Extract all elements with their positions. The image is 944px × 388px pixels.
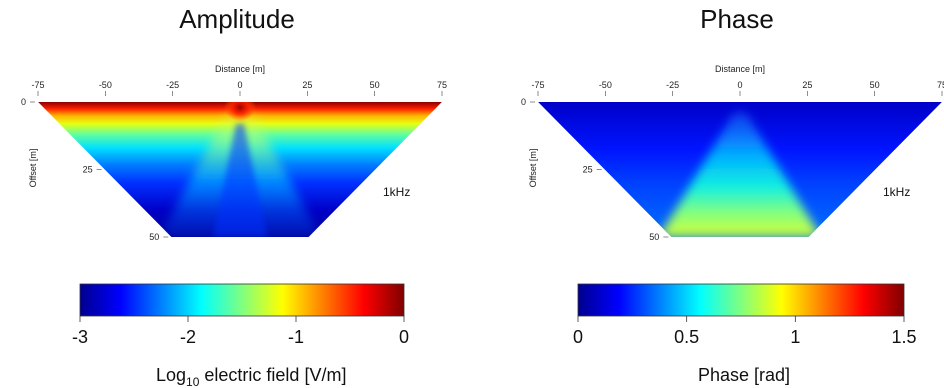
x-tick-label: 75 (937, 80, 944, 90)
phase-frequency-annotation: 1kHz (883, 185, 910, 199)
x-tick-label: 0 (237, 80, 242, 90)
colorbar-gradient (79, 283, 405, 317)
amplitude-colorbar-label: Log10 electric field [V/m] (156, 365, 346, 388)
y-tick-label: 50 (649, 232, 659, 242)
phase-colorbar-label: Phase [rad] (698, 365, 790, 385)
colorbar-tick-label: -1 (288, 327, 304, 347)
x-tick-label: -50 (99, 80, 112, 90)
amplitude-panel: Amplitude Distance [m] Offset [m] -75 -50… (21, 4, 447, 388)
colorbar-tick-label: -2 (180, 327, 196, 347)
y-tick-label: 0 (521, 97, 526, 107)
x-tick-label: 25 (802, 80, 812, 90)
amplitude-ylabel: Offset [m] (28, 149, 38, 188)
phase-heatmap (538, 102, 942, 237)
x-tick-label: 50 (370, 80, 380, 90)
x-tick-label: -50 (599, 80, 612, 90)
y-tick-label: 25 (83, 165, 93, 175)
colorbar-tick-label: 0 (573, 327, 583, 347)
phase-panel: Phase Distance [m] Offset [m] -75 -50 -25 0… (521, 4, 944, 385)
phase-xlabel: Distance [m] (715, 64, 765, 74)
x-tick-label: -25 (666, 80, 679, 90)
amplitude-title: Amplitude (179, 4, 295, 34)
colorbar-tick-label: -3 (72, 327, 88, 347)
x-tick-label: 0 (737, 80, 742, 90)
amplitude-shadow-left (213, 123, 267, 237)
phase-source-cone (659, 112, 821, 237)
phase-title: Phase (700, 4, 774, 34)
x-tick-label: -75 (531, 80, 544, 90)
colorbar-tick-label: 1.5 (891, 327, 916, 347)
x-tick-label: -25 (166, 80, 179, 90)
x-tick-label: -75 (31, 80, 44, 90)
colorbar-gradient (577, 283, 905, 317)
phase-axes: -75 -50 -25 0 25 50 75 0 25 50 (521, 80, 944, 242)
x-tick-label: 50 (870, 80, 880, 90)
amplitude-axes: -75 -50 -25 0 25 50 75 0 25 50 (21, 80, 447, 242)
x-tick-label: 75 (437, 80, 447, 90)
amplitude-source-hotspot (224, 102, 256, 122)
amplitude-heatmap (38, 102, 442, 237)
phase-colorbar: 0 0.5 1 1.5 (573, 283, 917, 347)
y-tick-label: 25 (583, 165, 593, 175)
amplitude-colorbar: -3 -2 -1 0 (72, 283, 409, 347)
x-tick-label: 25 (302, 80, 312, 90)
amplitude-xlabel: Distance [m] (215, 64, 265, 74)
amplitude-frequency-annotation: 1kHz (383, 185, 410, 199)
colorbar-tick-label: 0 (399, 327, 409, 347)
colorbar-tick-label: 1 (790, 327, 800, 347)
y-tick-label: 0 (21, 97, 26, 107)
phase-ylabel: Offset [m] (528, 149, 538, 188)
colorbar-tick-label: 0.5 (674, 327, 699, 347)
y-tick-label: 50 (149, 232, 159, 242)
